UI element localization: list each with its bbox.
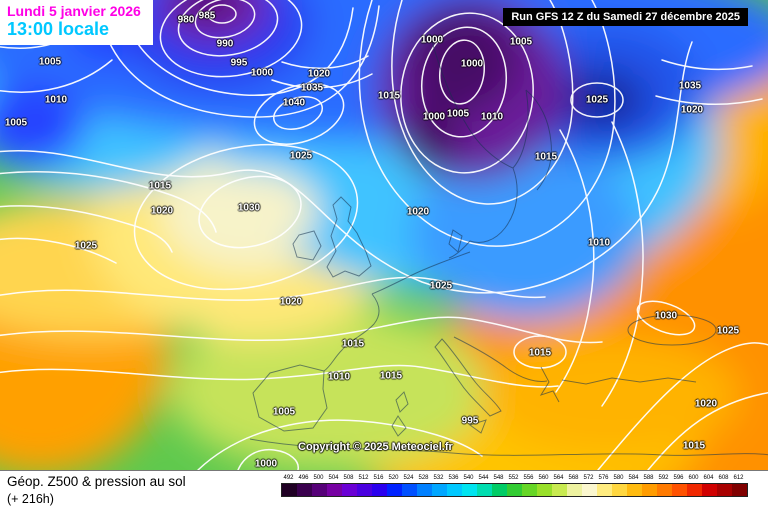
colorbar-value: 544 — [478, 475, 489, 481]
colorbar-value: 604 — [703, 475, 714, 481]
colorbar-value: 564 — [553, 475, 564, 481]
colorbar-value: 520 — [388, 475, 399, 481]
geopotential-field — [0, 0, 768, 470]
colorbar-value: 540 — [463, 475, 474, 481]
colorbar-value: 560 — [538, 475, 549, 481]
colorbar-value: 596 — [673, 475, 684, 481]
colorbar-value: 552 — [508, 475, 519, 481]
colorbar-value: 532 — [433, 475, 444, 481]
colorbar-cell — [582, 484, 597, 496]
colorbar-value: 496 — [298, 475, 309, 481]
colorbar-cells-row — [281, 483, 748, 497]
colorbar-value: 492 — [283, 475, 294, 481]
coastlines — [249, 33, 768, 456]
colorbar-cell — [597, 484, 612, 496]
colorbar-cell — [657, 484, 672, 496]
colorbar-value: 572 — [583, 475, 594, 481]
colorbar-value: 580 — [613, 475, 624, 481]
map-title: Géop. Z500 & pression au sol — [7, 474, 186, 489]
colorbar-cell — [507, 484, 522, 496]
colorbar-cell — [567, 484, 582, 496]
colorbar-value: 556 — [523, 475, 534, 481]
forecast-offset: (+ 216h) — [7, 491, 54, 506]
map-canvas: 1005 1010 1005 980 985 990 995 1000 1020 1035 1040… — [0, 0, 768, 470]
colorbar-value: 600 — [688, 475, 699, 481]
colorbar-value: 516 — [373, 475, 384, 481]
colorbar-cell — [462, 484, 477, 496]
colorbar-cell — [297, 484, 312, 496]
colorbar-value: 612 — [733, 475, 744, 481]
colorbar-cell — [537, 484, 552, 496]
colorbar-value: 500 — [313, 475, 324, 481]
colorbar-value: 536 — [448, 475, 459, 481]
colorbar-value: 512 — [358, 475, 369, 481]
date-box: Lundi 5 janvier 2026 13:00 locale — [0, 0, 153, 45]
colorbar-cell — [627, 484, 642, 496]
colorbar-cell — [402, 484, 417, 496]
colorbar-cell — [327, 484, 342, 496]
colorbar-cell — [552, 484, 567, 496]
forecast-date: Lundi 5 janvier 2026 — [7, 3, 141, 19]
colorbar-cell — [387, 484, 402, 496]
colorbar-cell — [312, 484, 327, 496]
colorbar-value: 568 — [568, 475, 579, 481]
map-title-block: Géop. Z500 & pression au sol (+ 216h) — [7, 473, 186, 507]
colorbar-value: 576 — [598, 475, 609, 481]
copyright-text: Copyright © 2025 Meteociel.fr — [298, 441, 453, 453]
colorbar-value: 504 — [328, 475, 339, 481]
colorbar-cell — [282, 484, 297, 496]
colorbar-cell — [732, 484, 747, 496]
colorbar-value: 508 — [343, 475, 354, 481]
colorbar-cell — [342, 484, 357, 496]
colorbar-value: 528 — [418, 475, 429, 481]
colorbar-cell — [492, 484, 507, 496]
colorbar-value: 608 — [718, 475, 729, 481]
colorbar-cell — [417, 484, 432, 496]
colorbar-cell — [687, 484, 702, 496]
map-field-svg — [0, 0, 768, 470]
colorbar-cell — [372, 484, 387, 496]
colorbar-cell — [522, 484, 537, 496]
legend-bar: Géop. Z500 & pression au sol (+ 216h) 49… — [0, 470, 768, 512]
colorbar-cell — [477, 484, 492, 496]
colorbar-value: 548 — [493, 475, 504, 481]
colorbar-cell — [432, 484, 447, 496]
colorbar: 492 496 500 504 508 512 516 520 524 528 532 536 540 5… — [281, 474, 748, 497]
colorbar-values-row: 492 496 500 504 508 512 516 520 524 528 532 536 540 5… — [281, 474, 748, 483]
forecast-local-time: 13:00 locale — [7, 19, 110, 40]
colorbar-cell — [642, 484, 657, 496]
colorbar-cell — [672, 484, 687, 496]
colorbar-value: 524 — [403, 475, 414, 481]
colorbar-cell — [717, 484, 732, 496]
colorbar-value: 592 — [658, 475, 669, 481]
colorbar-cell — [357, 484, 372, 496]
run-info-badge: Run GFS 12 Z du Samedi 27 décembre 2025 — [503, 8, 748, 26]
colorbar-cell — [447, 484, 462, 496]
colorbar-cell — [612, 484, 627, 496]
colorbar-value: 584 — [628, 475, 639, 481]
colorbar-cell — [702, 484, 717, 496]
colorbar-value: 588 — [643, 475, 654, 481]
